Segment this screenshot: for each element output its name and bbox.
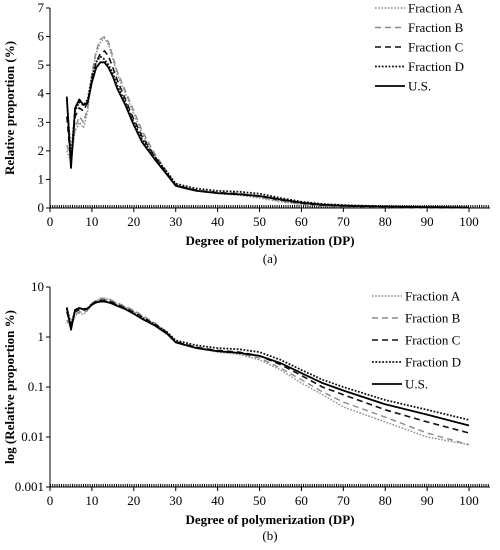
- x-tick-label: 10: [85, 214, 98, 229]
- series-line-u-s-: [65, 300, 470, 427]
- legend-label: Fraction A: [408, 1, 464, 16]
- legend-item: U.S.: [372, 377, 428, 392]
- legend-item: Fraction A: [372, 289, 461, 304]
- x-tick-label: 50: [253, 214, 266, 229]
- legend-item: Fraction D: [375, 59, 464, 74]
- y-tick-label: 5: [38, 57, 45, 72]
- y-tick-label: 1: [38, 171, 45, 186]
- legend-label: Fraction B: [405, 311, 461, 326]
- y-tick-label: 0.1: [28, 379, 44, 394]
- y-tick-label: 0.001: [15, 479, 44, 494]
- y-axis-title: log (Relative proportion %): [2, 310, 17, 464]
- series-line-fraction-c: [66, 50, 470, 209]
- y-tick-label: 3: [38, 114, 45, 129]
- legend-label: Fraction B: [408, 20, 464, 35]
- x-tick-label: 60: [295, 493, 308, 508]
- x-tick-label: 20: [127, 214, 140, 229]
- x-tick-label: 0: [47, 493, 54, 508]
- legend-item: U.S.: [375, 79, 431, 94]
- legend-item: Fraction C: [375, 40, 463, 55]
- x-tick-label: 40: [211, 493, 224, 508]
- x-tick-label: 10: [85, 493, 98, 508]
- legend-label: Fraction D: [405, 355, 461, 370]
- series-line-u-s-: [65, 61, 470, 209]
- y-tick-label: 10: [31, 279, 44, 294]
- series-line-fraction-b: [66, 297, 470, 446]
- y-tick-label: 6: [38, 29, 45, 44]
- x-tick-label: 20: [127, 493, 140, 508]
- y-tick-label: 0: [38, 200, 45, 215]
- x-axis-title: Degree of polymerization (DP): [185, 233, 354, 248]
- legend-label: Fraction C: [408, 40, 463, 55]
- series-line-fraction-b: [66, 35, 470, 209]
- x-tick-label: 30: [169, 493, 182, 508]
- x-tick-label: 40: [211, 214, 224, 229]
- x-tick-label: 90: [421, 493, 434, 508]
- x-tick-label: 80: [379, 214, 392, 229]
- legend-label: U.S.: [408, 79, 431, 94]
- x-tick-label: 80: [379, 493, 392, 508]
- legend-label: Fraction C: [405, 333, 460, 348]
- legend-item: Fraction D: [372, 355, 461, 370]
- x-tick-label: 70: [337, 493, 350, 508]
- legend-label: Fraction D: [408, 59, 464, 74]
- y-axis-title: Relative proportion (%): [2, 41, 17, 175]
- x-tick-label: 90: [421, 214, 434, 229]
- legend-item: Fraction B: [372, 311, 461, 326]
- y-tick-label: 0.01: [21, 429, 44, 444]
- x-axis-title: Degree of polymerization (DP): [185, 512, 354, 527]
- legend-item: Fraction A: [375, 1, 464, 16]
- series-line-fraction-a: [66, 37, 470, 209]
- x-tick-label: 50: [253, 493, 266, 508]
- x-tick-label: 0: [47, 214, 54, 229]
- y-tick-label: 4: [38, 86, 45, 101]
- panel-caption: (a): [263, 251, 277, 266]
- x-tick-label: 100: [459, 214, 479, 229]
- legend-item: Fraction C: [372, 333, 460, 348]
- x-tick-label: 60: [295, 214, 308, 229]
- y-tick-label: 1: [38, 329, 45, 344]
- legend-label: Fraction A: [405, 289, 461, 304]
- panel-caption: (b): [262, 528, 277, 543]
- y-tick-label: 7: [38, 0, 45, 15]
- legend-item: Fraction B: [375, 20, 464, 35]
- x-tick-label: 30: [169, 214, 182, 229]
- y-tick-label: 2: [38, 143, 45, 158]
- x-tick-label: 100: [459, 493, 479, 508]
- legend-label: U.S.: [405, 377, 428, 392]
- x-tick-label: 70: [337, 214, 350, 229]
